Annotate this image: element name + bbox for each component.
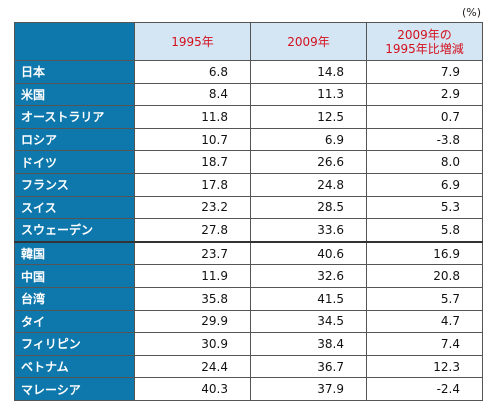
data-table: 1995年 2009年 2009年の 1995年比増減 日本 6.8 14.8 7.9 米… — [14, 22, 483, 401]
country-cell: 韓国 — [14, 240, 135, 266]
country-cell: ベトナム — [14, 354, 135, 379]
change-cell: -3.8 — [366, 127, 483, 152]
value-1995-cell: 23.2 — [134, 195, 251, 220]
value-2009-cell: 12.5 — [250, 105, 367, 129]
country-cell: タイ — [14, 309, 135, 334]
header-2009: 2009年 — [250, 22, 367, 61]
value-2009-cell: 6.9 — [250, 127, 367, 152]
change-cell: 5.3 — [366, 195, 483, 220]
value-2009-cell: 11.3 — [250, 82, 367, 107]
value-2009-cell: 24.8 — [250, 172, 367, 197]
value-1995-cell: 27.8 — [134, 218, 251, 243]
country-cell: ドイツ — [14, 150, 135, 174]
table-body: 日本 6.8 14.8 7.9 米国 8.4 11.3 2.9 オーストラリア 11.8 12.5 0… — [14, 60, 483, 401]
value-1995-cell: 11.9 — [134, 264, 251, 288]
table-row: ロシア 10.7 6.9 -3.8 — [14, 127, 483, 152]
value-2009-cell: 14.8 — [250, 60, 367, 84]
value-2009-cell: 37.9 — [250, 377, 367, 401]
value-1995-cell: 10.7 — [134, 127, 251, 152]
value-1995-cell: 17.8 — [134, 172, 251, 197]
table-row: フランス 17.8 24.8 6.9 — [14, 172, 483, 197]
change-cell: 2.9 — [366, 82, 483, 107]
value-2009-cell: 40.6 — [250, 240, 367, 266]
country-cell: 米国 — [14, 82, 135, 107]
change-cell: 5.8 — [366, 218, 483, 243]
value-1995-cell: 23.7 — [134, 240, 251, 266]
change-cell: 7.4 — [366, 332, 483, 356]
value-1995-cell: 18.7 — [134, 150, 251, 174]
table-row: 韓国 23.7 40.6 16.9 — [14, 240, 483, 266]
table-row: タイ 29.9 34.5 4.7 — [14, 309, 483, 334]
table-row: 日本 6.8 14.8 7.9 — [14, 60, 483, 84]
change-cell: 7.9 — [366, 60, 483, 84]
value-1995-cell: 11.8 — [134, 105, 251, 129]
value-2009-cell: 28.5 — [250, 195, 367, 220]
value-2009-cell: 41.5 — [250, 287, 367, 311]
country-cell: マレーシア — [14, 377, 135, 401]
table-row: スウェーデン 27.8 33.6 5.8 — [14, 218, 483, 243]
table-row: 米国 8.4 11.3 2.9 — [14, 82, 483, 107]
value-1995-cell: 8.4 — [134, 82, 251, 107]
value-2009-cell: 26.6 — [250, 150, 367, 174]
value-1995-cell: 6.8 — [134, 60, 251, 84]
table-row: スイス 23.2 28.5 5.3 — [14, 195, 483, 220]
country-cell: 中国 — [14, 264, 135, 288]
value-1995-cell: 29.9 — [134, 309, 251, 334]
value-1995-cell: 24.4 — [134, 354, 251, 379]
value-2009-cell: 36.7 — [250, 354, 367, 379]
table-row: ドイツ 18.7 26.6 8.0 — [14, 150, 483, 174]
change-cell: 8.0 — [366, 150, 483, 174]
header-1995: 1995年 — [134, 22, 251, 61]
country-cell: ロシア — [14, 127, 135, 152]
change-cell: 6.9 — [366, 172, 483, 197]
header-change: 2009年の 1995年比増減 — [366, 22, 483, 61]
country-cell: スイス — [14, 195, 135, 220]
value-2009-cell: 34.5 — [250, 309, 367, 334]
change-cell: 0.7 — [366, 105, 483, 129]
table-row: ベトナム 24.4 36.7 12.3 — [14, 354, 483, 379]
change-cell: 16.9 — [366, 240, 483, 266]
change-cell: -2.4 — [366, 377, 483, 401]
country-cell: 台湾 — [14, 287, 135, 311]
change-cell: 20.8 — [366, 264, 483, 288]
change-cell: 4.7 — [366, 309, 483, 334]
value-1995-cell: 35.8 — [134, 287, 251, 311]
country-cell: スウェーデン — [14, 218, 135, 243]
change-cell: 5.7 — [366, 287, 483, 311]
country-cell: フィリピン — [14, 332, 135, 356]
value-1995-cell: 40.3 — [134, 377, 251, 401]
unit-label: (%) — [461, 6, 481, 19]
value-2009-cell: 33.6 — [250, 218, 367, 243]
value-2009-cell: 32.6 — [250, 264, 367, 288]
header-corner-cell — [14, 22, 135, 61]
value-2009-cell: 38.4 — [250, 332, 367, 356]
value-1995-cell: 30.9 — [134, 332, 251, 356]
table-row: マレーシア 40.3 37.9 -2.4 — [14, 377, 483, 401]
country-cell: オーストラリア — [14, 105, 135, 129]
header-row: 1995年 2009年 2009年の 1995年比増減 — [14, 22, 483, 61]
table-row: 台湾 35.8 41.5 5.7 — [14, 287, 483, 311]
table-row: 中国 11.9 32.6 20.8 — [14, 264, 483, 288]
table-row: フィリピン 30.9 38.4 7.4 — [14, 332, 483, 356]
country-cell: 日本 — [14, 60, 135, 84]
table-row: オーストラリア 11.8 12.5 0.7 — [14, 105, 483, 129]
change-cell: 12.3 — [366, 354, 483, 379]
country-cell: フランス — [14, 172, 135, 197]
